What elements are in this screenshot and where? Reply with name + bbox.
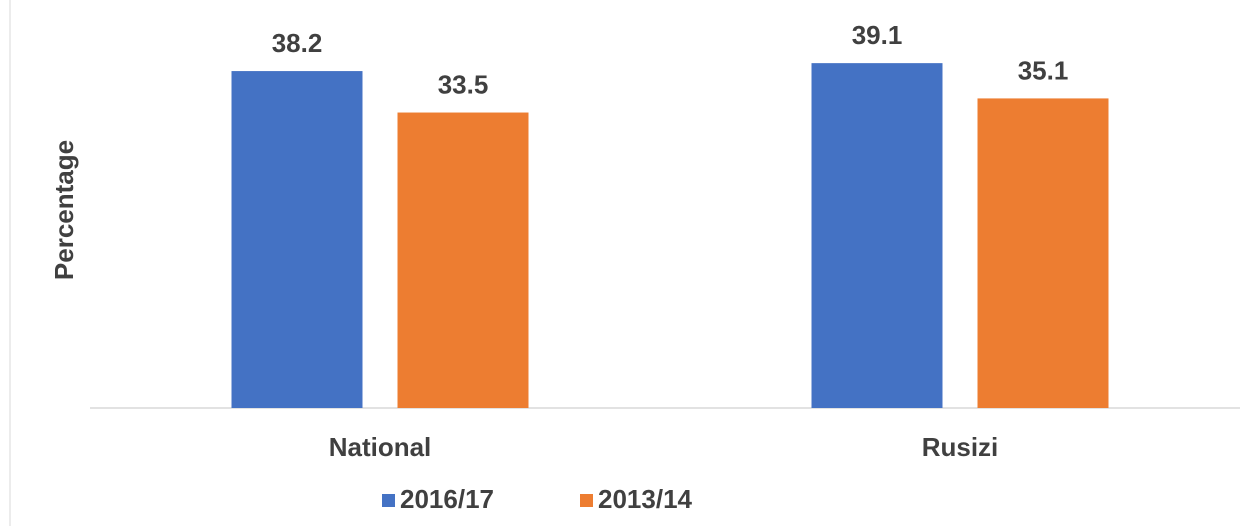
x-tick-label: National bbox=[329, 432, 432, 462]
bar bbox=[397, 112, 529, 408]
legend-swatch bbox=[382, 494, 395, 507]
data-label: 33.5 bbox=[438, 69, 489, 99]
legend-swatch bbox=[580, 494, 593, 507]
legend-label: 2016/17 bbox=[400, 484, 494, 514]
data-label: 35.1 bbox=[1018, 55, 1069, 85]
x-tick-label: Rusizi bbox=[922, 432, 999, 462]
bar bbox=[231, 71, 363, 409]
data-label: 38.2 bbox=[272, 28, 323, 58]
legend-label: 2013/14 bbox=[598, 484, 693, 514]
bar bbox=[977, 98, 1109, 408]
y-axis-label: Percentage bbox=[49, 140, 79, 280]
data-label: 39.1 bbox=[852, 20, 903, 50]
bar bbox=[811, 63, 943, 408]
